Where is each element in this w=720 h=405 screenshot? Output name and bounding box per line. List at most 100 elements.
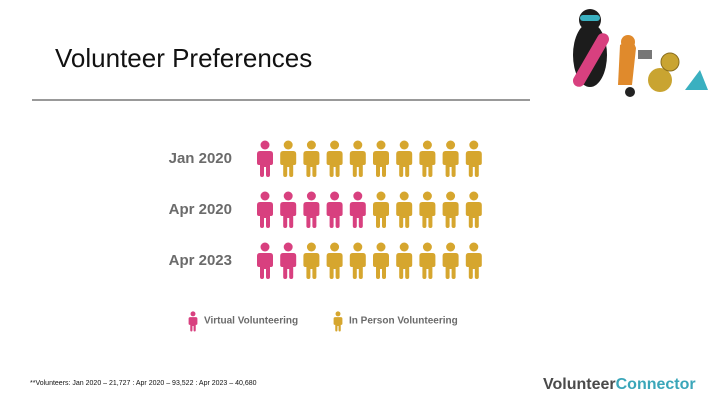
icon-group <box>257 242 297 279</box>
icon-body <box>326 253 343 279</box>
icon-head <box>330 191 340 201</box>
icon-body <box>303 202 320 228</box>
person-icon <box>280 242 297 279</box>
icon-head <box>330 242 340 252</box>
icon-body <box>349 253 366 279</box>
person-icon <box>257 191 273 228</box>
person-icon <box>326 191 343 228</box>
person-icon <box>396 242 413 279</box>
person-icon <box>303 140 320 177</box>
chart-title: Volunteer Preferences <box>55 43 312 73</box>
logo-second: Connector <box>616 376 696 393</box>
icon-body <box>419 151 436 177</box>
icon-head <box>446 242 456 252</box>
icon-head <box>306 242 316 252</box>
person-icon <box>465 191 482 228</box>
icon-head <box>446 140 456 150</box>
person-icon <box>373 191 389 228</box>
row-label: Apr 2023 <box>169 252 232 269</box>
footnote: **Volunteers: Jan 2020 – 21,727 : Apr 20… <box>30 380 257 387</box>
person-icon <box>419 242 436 279</box>
icon-head <box>422 140 432 150</box>
person-icon <box>333 311 343 332</box>
person-icon <box>349 242 366 279</box>
person-icon <box>303 242 320 279</box>
row-label: Apr 2020 <box>169 201 232 218</box>
person-icon <box>373 242 389 279</box>
icon-head <box>376 242 386 252</box>
icon-head <box>283 242 293 252</box>
icon-body <box>303 151 320 177</box>
person-icon <box>349 140 366 177</box>
person-icon <box>396 191 413 228</box>
person-icon <box>280 191 297 228</box>
logo: VolunteerConnector <box>543 376 696 393</box>
icon-head <box>446 191 456 201</box>
person-icon <box>188 311 198 332</box>
icon-head <box>399 140 409 150</box>
person-icon <box>419 140 436 177</box>
icon-body <box>188 317 198 332</box>
icon-group <box>257 140 273 177</box>
icon-body <box>373 202 389 228</box>
person-icon <box>326 140 343 177</box>
icon-head <box>260 242 270 252</box>
icon-body <box>280 202 297 228</box>
icon-body <box>349 202 366 228</box>
icon-body <box>326 202 343 228</box>
icon-head <box>353 242 363 252</box>
icon-body <box>465 253 482 279</box>
icon-body <box>257 202 273 228</box>
icon-body <box>396 151 413 177</box>
icon-body <box>373 151 389 177</box>
person-icon <box>257 140 273 177</box>
person-icon <box>442 140 459 177</box>
icon-head <box>376 140 386 150</box>
icon-head <box>399 242 409 252</box>
icon-group <box>280 140 482 177</box>
icon-head <box>306 191 316 201</box>
icon-head <box>283 140 293 150</box>
icon-head <box>422 191 432 201</box>
icon-body <box>396 202 413 228</box>
icon-body <box>333 317 343 332</box>
icon-head <box>283 191 293 201</box>
icon-head <box>353 140 363 150</box>
person-icon <box>326 242 343 279</box>
icon-body <box>326 151 343 177</box>
person-icon <box>465 140 482 177</box>
icon-body <box>280 151 297 177</box>
person-icon <box>257 242 273 279</box>
icon-body <box>349 151 366 177</box>
icon-group <box>373 191 482 228</box>
icon-body <box>419 202 436 228</box>
icon-body <box>465 151 482 177</box>
icon-body <box>442 253 459 279</box>
person-icon <box>419 191 436 228</box>
person-icon <box>396 140 413 177</box>
icon-body <box>257 151 273 177</box>
icon-group <box>257 191 366 228</box>
icon-head <box>469 242 479 252</box>
icon-head <box>330 140 340 150</box>
person-icon <box>442 191 459 228</box>
icon-body <box>257 253 273 279</box>
mascot-illustration <box>573 9 708 97</box>
icon-head <box>399 191 409 201</box>
icon-group <box>303 242 482 279</box>
icon-head <box>260 140 270 150</box>
icon-body <box>442 202 459 228</box>
icon-body <box>396 253 413 279</box>
person-icon <box>442 242 459 279</box>
legend-label: In Person Volunteering <box>349 316 458 327</box>
icon-body <box>442 151 459 177</box>
person-icon <box>465 242 482 279</box>
icon-body <box>303 253 320 279</box>
icon-head <box>469 140 479 150</box>
logo-first: Volunteer <box>543 376 616 393</box>
icon-head <box>376 191 386 201</box>
legend-item: In Person Volunteering <box>333 311 458 332</box>
icon-head <box>190 311 196 317</box>
person-icon <box>349 191 366 228</box>
